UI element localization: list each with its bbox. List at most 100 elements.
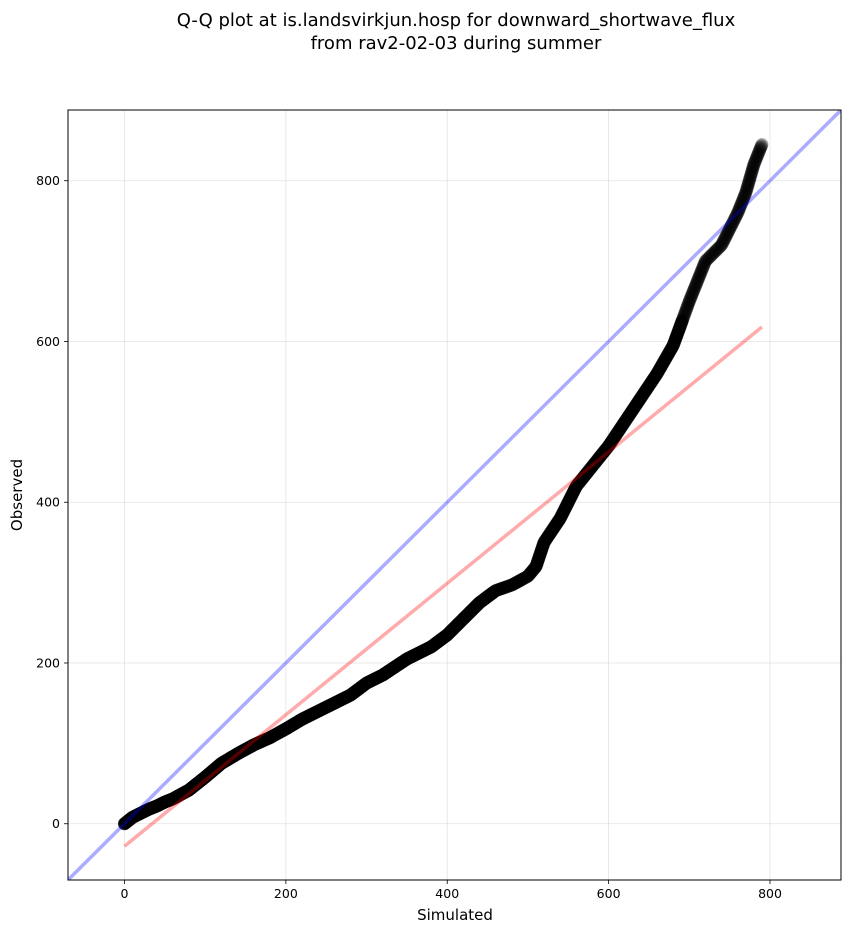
- data-point: [687, 284, 701, 298]
- data-point: [690, 275, 704, 289]
- y-axis-label: Observed: [8, 459, 26, 531]
- data-point: [737, 189, 751, 203]
- data-point: [731, 205, 745, 219]
- data-point: [734, 199, 748, 213]
- data-point: [694, 265, 708, 279]
- data-point: [739, 186, 753, 200]
- data-point: [676, 312, 690, 326]
- data-point: [723, 221, 737, 235]
- data-point: [682, 294, 696, 308]
- data-point: [714, 239, 728, 253]
- data-point: [715, 237, 729, 251]
- data-point: [742, 175, 756, 189]
- data-point: [735, 194, 749, 208]
- data-point: [688, 279, 702, 293]
- data-point: [752, 146, 766, 160]
- data-point: [751, 147, 765, 161]
- data-point: [686, 286, 700, 300]
- data-point: [680, 301, 694, 315]
- data-point: [687, 282, 701, 296]
- data-point: [726, 215, 740, 229]
- data-point: [726, 216, 740, 230]
- data-point: [722, 223, 736, 237]
- data-point: [677, 309, 691, 323]
- data-point: [747, 159, 761, 173]
- data-point: [743, 170, 757, 184]
- data-point: [736, 192, 750, 206]
- data-point: [748, 155, 762, 169]
- data-point: [696, 260, 710, 274]
- data-point: [730, 208, 744, 222]
- data-point: [700, 252, 714, 266]
- data-point: [685, 288, 699, 302]
- data-point: [724, 219, 738, 233]
- data-point: [743, 171, 757, 185]
- data-point: [684, 290, 698, 304]
- fit-line: [123, 325, 764, 848]
- data-point: [677, 310, 691, 324]
- data-point: [746, 160, 760, 174]
- data-point: [719, 229, 733, 243]
- data-point: [709, 243, 723, 257]
- data-point: [699, 253, 713, 267]
- data-point: [685, 287, 699, 301]
- data-point: [728, 210, 742, 224]
- data-point: [733, 201, 747, 215]
- data-point: [744, 169, 758, 183]
- data-point: [720, 227, 734, 241]
- data-point: [741, 177, 755, 191]
- plot-frame: [67, 109, 842, 881]
- data-point: [745, 163, 759, 177]
- data-point: [710, 242, 724, 256]
- data-point: [727, 214, 741, 228]
- data-point: [682, 295, 696, 309]
- chart-title-line-2: from rav2-02-03 during summer: [311, 33, 602, 54]
- data-point: [730, 207, 744, 221]
- data-point: [721, 225, 735, 239]
- data-point: [678, 305, 692, 319]
- data-point: [684, 291, 698, 305]
- data-point: [688, 281, 702, 295]
- data-point: [698, 255, 712, 269]
- data-point: [679, 304, 693, 318]
- data-point: [724, 220, 738, 234]
- data-point: [731, 206, 745, 220]
- x-tick-label: 400: [435, 886, 459, 901]
- data-point: [739, 183, 753, 197]
- y-tick-label: 600: [36, 334, 60, 349]
- data-point: [721, 224, 735, 238]
- grid-lines: [68, 110, 841, 880]
- x-tick-label: 0: [121, 886, 129, 901]
- y-tick-label: 0: [52, 816, 60, 831]
- data-point: [723, 222, 737, 236]
- data-point: [746, 161, 760, 175]
- data-point: [708, 244, 722, 258]
- data-point: [738, 188, 752, 202]
- data-point: [704, 249, 718, 263]
- data-point: [715, 238, 729, 252]
- data-point: [693, 268, 707, 282]
- data-point: [679, 303, 693, 317]
- data-point: [719, 230, 733, 244]
- data-point: [753, 142, 767, 156]
- data-point: [734, 198, 748, 212]
- data-point: [720, 228, 734, 242]
- axis-ticks: 0 200 400 600 800 0 200 400 600 800: [36, 173, 782, 901]
- data-point: [688, 280, 702, 294]
- data-point: [739, 185, 753, 199]
- chart-title-line-1: Q-Q plot at is.landsvirkjun.hosp for dow…: [177, 10, 736, 31]
- data-point: [676, 311, 690, 325]
- data-point: [750, 149, 764, 163]
- data-point: [716, 235, 730, 249]
- data-point: [691, 272, 705, 286]
- data-point: [711, 242, 725, 256]
- data-point: [741, 180, 755, 194]
- data-point: [701, 251, 715, 265]
- data-point: [742, 176, 756, 190]
- data-point: [702, 251, 716, 265]
- identity-line: [68, 110, 841, 880]
- data-point: [754, 140, 768, 154]
- data-point: [705, 248, 719, 262]
- data-point: [745, 165, 759, 179]
